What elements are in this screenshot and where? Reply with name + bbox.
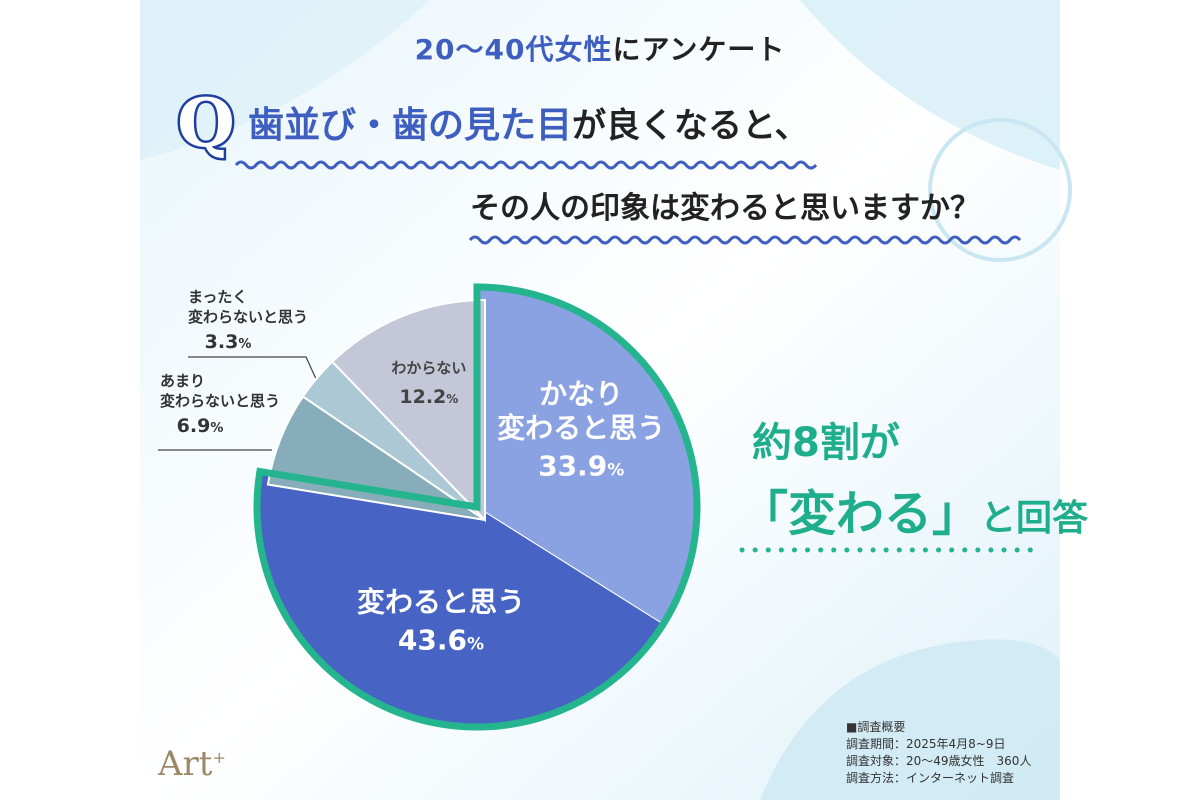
bg-wave-bottom-right xyxy=(760,639,1060,800)
brand-logo: Art+ xyxy=(158,744,226,784)
bg-ring xyxy=(928,118,1072,262)
question-accent: 歯並び・歯の見た目 xyxy=(248,105,573,146)
slice-value: 33.9% xyxy=(538,450,624,483)
callout-suffix: と回答 xyxy=(980,498,1089,539)
slice-label: 変わると思う xyxy=(497,412,665,445)
title-wave-underline-2 xyxy=(468,235,1022,245)
survey-summary: ■調査概要 調査期間：2025年4月8~9日 調査対象：20〜49歳女性 360… xyxy=(846,719,1031,787)
pie-chart: かなり変わると思う33.9%変わると思う43.6%あまり変わらないと思う6.9%… xyxy=(160,283,701,731)
survey-title: 20〜40代女性にアンケート xyxy=(0,28,1200,68)
pie-slice-12.2 xyxy=(330,298,486,523)
q-mark: Q xyxy=(177,84,235,162)
survey-target: 調査対象：20〜49歳女性 360人 xyxy=(846,754,1032,768)
slice-label-outside: 変わらないと思う xyxy=(188,308,308,326)
logo-text: Art xyxy=(158,744,213,784)
highlight-outline xyxy=(253,283,701,731)
logo-plus: + xyxy=(212,748,226,767)
survey-method: 調査方法：インターネット調査 xyxy=(846,771,1015,785)
callout-highlight: 「変わる」 xyxy=(740,486,981,542)
slice-value: 12.2% xyxy=(399,386,458,408)
survey-title-rest: にアンケート xyxy=(612,33,786,66)
slice-value-outside: 6.9% xyxy=(177,415,224,437)
callout-line-2: 「変わる」と回答 xyxy=(740,474,1088,544)
survey-title-accent: 20〜40代女性 xyxy=(414,33,613,66)
survey-period: 調査期間：2025年4月8~9日 xyxy=(846,737,1006,751)
slice-label-outside: 変わらないと思う xyxy=(160,392,280,410)
question-line-1: 歯並び・歯の見た目が良くなると、 xyxy=(248,96,809,148)
slice-label-outside: あまり xyxy=(160,372,205,390)
question-rest: が良くなると、 xyxy=(572,106,809,146)
title-wave-underline-1 xyxy=(234,160,818,170)
slice-label: かなり xyxy=(539,378,623,411)
bg-wave-top-right xyxy=(800,0,1060,170)
slice-label: 変わると思う xyxy=(357,585,525,618)
slice-value-outside: 3.3% xyxy=(205,331,252,353)
callout-line-1: 約8割が xyxy=(752,420,900,466)
question-line-2: その人の印象は変わると思いますか？ xyxy=(470,191,980,226)
q-badge: Q xyxy=(175,82,238,165)
slice-label: わからない xyxy=(391,359,466,377)
bg-wave-top-left xyxy=(140,0,430,160)
slice-value: 43.6% xyxy=(398,623,484,656)
slice-label-outside: まったく xyxy=(188,288,247,306)
survey-heading: ■調査概要 xyxy=(846,720,906,734)
